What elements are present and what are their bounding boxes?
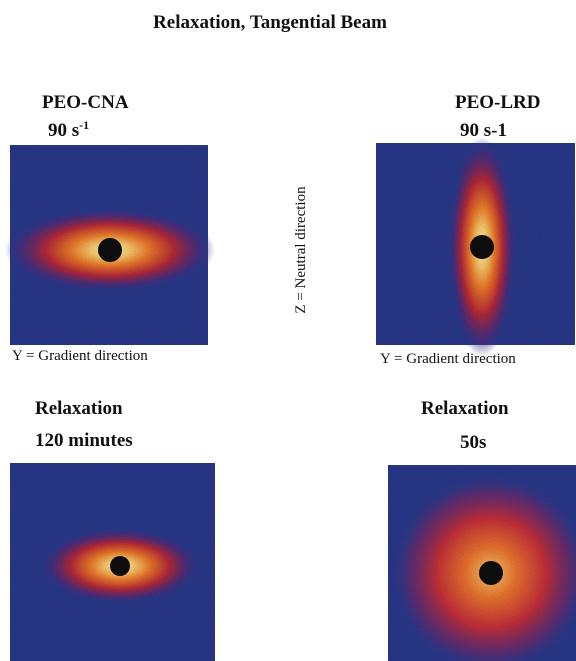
figure: Relaxation, Tangential Beam PEO-CNA 90 s… bbox=[0, 0, 576, 661]
figure-title: Relaxation, Tangential Beam bbox=[153, 12, 387, 33]
panel-label: PEO-CNA bbox=[42, 92, 129, 113]
panel-label: Relaxation bbox=[35, 398, 123, 419]
scattering-image bbox=[10, 463, 215, 661]
rate-sup: -1 bbox=[79, 118, 89, 132]
panel-time: 50s bbox=[460, 432, 486, 453]
panel-label: PEO-LRD bbox=[455, 92, 541, 113]
scattering-image bbox=[5, 145, 215, 345]
panel-rate: 90 s-1 bbox=[48, 118, 89, 141]
axis-label: Y = Gradient direction bbox=[12, 348, 148, 364]
scattering-image bbox=[376, 137, 575, 357]
axis-label-vertical: Z = Neutral direction bbox=[293, 186, 309, 314]
scattering-image bbox=[388, 465, 576, 661]
rate-text: 90 s bbox=[48, 120, 79, 141]
panel-label: Relaxation bbox=[421, 398, 509, 419]
panel-time: 120 minutes bbox=[35, 430, 133, 451]
axis-label: Y = Gradient direction bbox=[380, 351, 516, 367]
